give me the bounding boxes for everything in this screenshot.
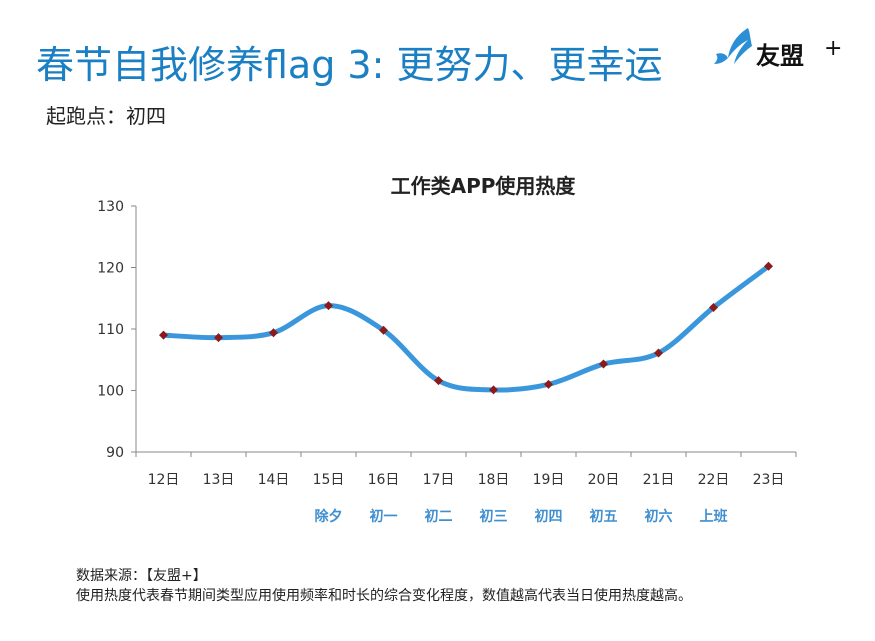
bird-logo-icon — [714, 28, 752, 64]
brand-name: 友盟 — [756, 42, 804, 70]
y-tick-label: 90 — [106, 445, 124, 461]
data-point — [764, 261, 773, 271]
footnote: 使用热度代表春节期间类型应用使用频率和时长的综合变化程度，数值越高代表当日使用热… — [76, 588, 692, 604]
x-tick-label: 21日 — [643, 472, 675, 488]
y-tick-label: 110 — [97, 322, 124, 338]
brand-plus: + — [824, 36, 843, 61]
plot-area — [159, 261, 773, 395]
data-point — [214, 333, 223, 343]
x-tick-label: 16日 — [368, 472, 400, 488]
page-subtitle: 起跑点：初四 — [46, 104, 166, 128]
page-title: 春节自我修养flag 3: 更努力、更幸运 — [36, 43, 663, 87]
x-tick-label: 17日 — [423, 472, 455, 488]
data-point — [269, 328, 278, 338]
y-tick-label: 100 — [97, 384, 124, 400]
x-tick-label: 14日 — [258, 472, 290, 488]
holiday-label: 初四 — [535, 508, 563, 525]
chart-axes: 90 100 110 120 130 — [97, 199, 797, 461]
data-point — [324, 301, 333, 311]
data-point — [379, 325, 388, 335]
line-chart: 工作类APP使用热度 90 100 110 120 130 12日 13日 14日 15日除夕… — [97, 174, 797, 525]
data-point — [599, 359, 608, 369]
data-point — [544, 379, 553, 389]
data-point — [654, 348, 663, 358]
holiday-label: 初二 — [425, 508, 453, 525]
data-point — [709, 302, 718, 312]
x-tick-label: 13日 — [203, 472, 235, 488]
x-tick-label: 20日 — [588, 472, 620, 488]
x-tick-label: 18日 — [478, 472, 510, 488]
series-line — [161, 263, 771, 393]
data-point — [434, 376, 443, 386]
data-source: 数据来源：【友盟+】 — [76, 568, 207, 584]
chart-title: 工作类APP使用热度 — [391, 174, 577, 198]
holiday-label: 初六 — [645, 508, 673, 525]
data-point — [159, 330, 168, 340]
x-tick-label: 12日 — [148, 472, 180, 488]
y-tick-label: 120 — [97, 261, 124, 277]
x-tick-label: 22日 — [698, 472, 730, 488]
data-point — [489, 385, 498, 395]
x-tick-label: 23日 — [753, 472, 785, 488]
x-tick-label: 19日 — [533, 472, 565, 488]
holiday-label: 除夕 — [315, 508, 343, 525]
y-tick-label: 130 — [97, 199, 124, 215]
chart-footer: 数据来源：【友盟+】 使用热度代表春节期间类型应用使用频率和时长的综合变化程度，… — [76, 566, 692, 606]
holiday-label: 初五 — [590, 508, 618, 525]
x-tick-label: 15日 — [313, 472, 345, 488]
holiday-label: 初一 — [370, 508, 398, 525]
brand-logo: 友盟 + — [712, 24, 852, 76]
holiday-label: 上班 — [700, 508, 728, 525]
holiday-label: 初三 — [480, 508, 508, 525]
